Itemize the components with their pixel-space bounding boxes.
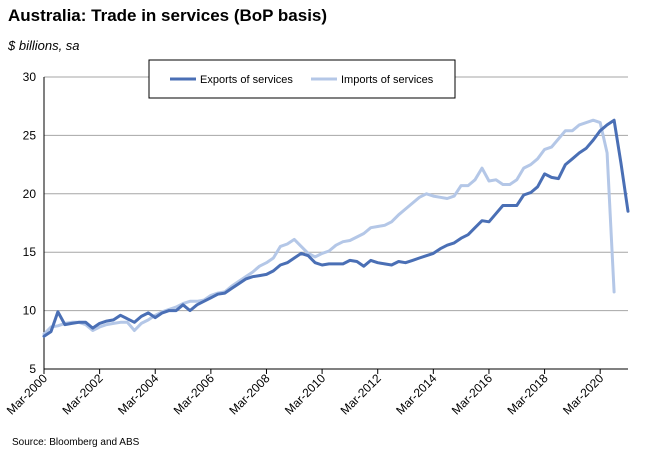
y-axis-tick-labels: 5 10 15 20 25 30 (23, 70, 37, 376)
y-tick-label-30: 30 (23, 70, 37, 84)
chart-title: Australia: Trade in services (BoP basis) (8, 6, 328, 25)
y-tick-label-20: 20 (23, 187, 37, 201)
series-line-exports (42, 118, 630, 338)
x-tick-label-8: Mar-2016 (449, 371, 495, 417)
x-tick-label-4: Mar-2008 (226, 371, 272, 417)
y-tick-label-25: 25 (23, 128, 37, 142)
legend-item-exports-label: Exports of services (200, 74, 293, 86)
x-tick-label-5: Mar-2010 (282, 371, 328, 417)
x-tick-label-6: Mar-2012 (338, 371, 384, 417)
x-tick-label-7: Mar-2014 (393, 371, 439, 417)
x-axis-tick-labels: Mar-2000 Mar-2002 Mar-2004 Mar-2006 Mar-2008… (4, 371, 607, 417)
series-lines (42, 118, 630, 338)
y-tick-label-10: 10 (23, 304, 37, 318)
y-tick-label-15: 15 (23, 245, 37, 259)
series-line-imports (42, 118, 616, 336)
legend-box (148, 59, 456, 99)
chart-subtitle: $ billions, sa (8, 38, 80, 53)
x-tick-label-2: Mar-2004 (115, 371, 161, 417)
x-tick-label-10: Mar-2020 (560, 371, 606, 417)
y-tick-label-5: 5 (29, 362, 36, 376)
legend-item-imports-label: Imports of services (341, 74, 434, 86)
x-tick-label-1: Mar-2002 (60, 371, 106, 417)
x-tick-label-9: Mar-2018 (504, 371, 550, 417)
x-tick-label-3: Mar-2006 (171, 371, 217, 417)
source-note: Source: Bloomberg and ABS (12, 437, 140, 448)
x-tick-label-0: Mar-2000 (4, 371, 50, 417)
legend: Exports of services Imports of services (148, 59, 456, 99)
